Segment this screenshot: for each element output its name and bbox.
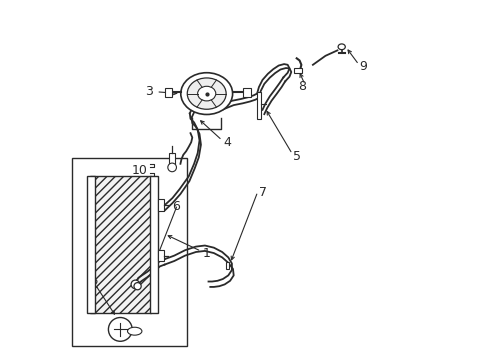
Bar	[89, 176, 151, 313]
Text: 6: 6	[172, 201, 180, 213]
Text: 5: 5	[292, 150, 301, 163]
Text: 4: 4	[223, 136, 230, 149]
Circle shape	[134, 283, 141, 290]
Bar	[294, 68, 302, 73]
Text: 1: 1	[203, 247, 210, 260]
Ellipse shape	[127, 327, 142, 335]
Circle shape	[131, 280, 140, 289]
Text: 10: 10	[132, 165, 148, 177]
Bar	[158, 199, 164, 211]
Bar	[243, 88, 250, 97]
Bar	[257, 92, 261, 119]
Ellipse shape	[181, 73, 232, 114]
Bar	[225, 262, 229, 269]
Bar	[168, 153, 175, 164]
Ellipse shape	[197, 86, 215, 101]
Ellipse shape	[187, 78, 225, 109]
Bar	[158, 250, 164, 261]
Bar	[149, 176, 158, 313]
Ellipse shape	[337, 44, 345, 50]
Text: 2: 2	[90, 278, 98, 291]
Bar	[72, 158, 186, 346]
Text: 3: 3	[144, 85, 152, 98]
Circle shape	[167, 163, 176, 172]
Bar	[164, 88, 171, 97]
Bar	[87, 176, 95, 313]
Circle shape	[108, 318, 132, 341]
Text: 8: 8	[298, 80, 306, 93]
Text: 9: 9	[359, 60, 367, 73]
Text: 7: 7	[258, 186, 266, 199]
